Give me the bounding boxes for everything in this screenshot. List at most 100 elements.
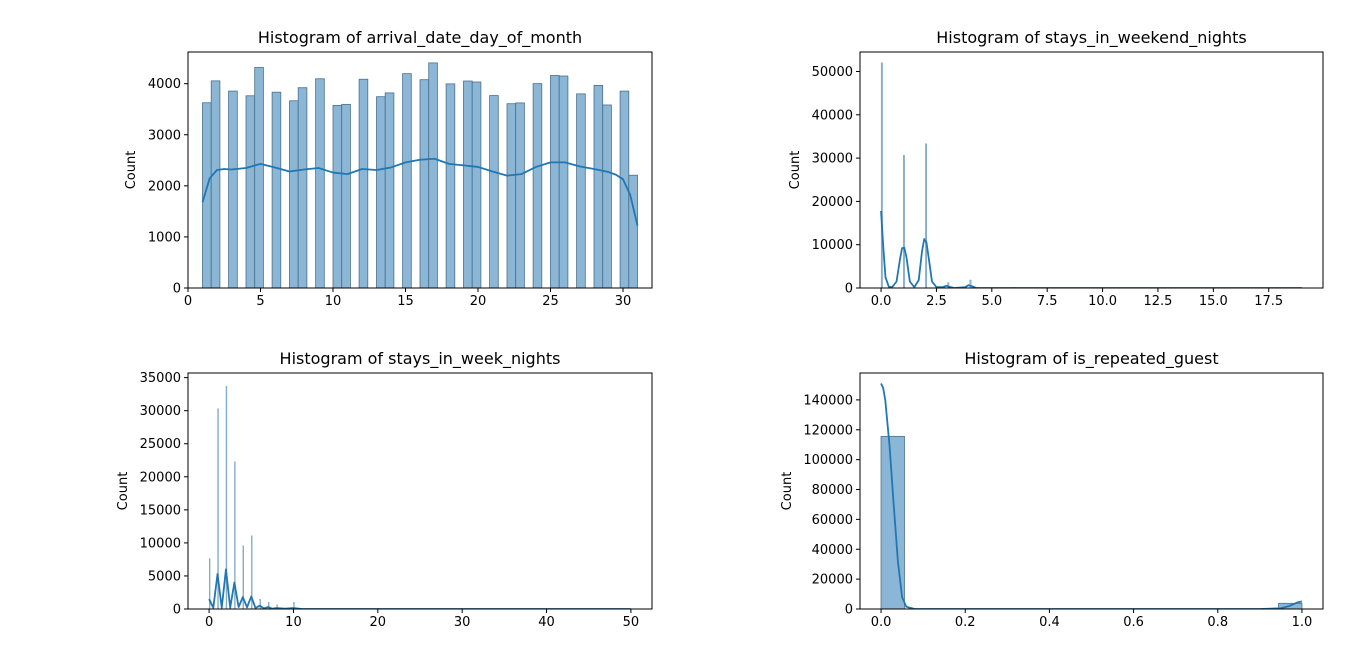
y-tick-label: 35000 xyxy=(140,371,181,386)
x-tick-label: 15 xyxy=(397,294,414,309)
histogram-bar xyxy=(445,83,456,288)
chart-panel-2: 0.0 2.5 5.0 7.5 10.0 12.5 15.0 17.5 0 10000 20000 3… xyxy=(788,28,1324,309)
y-tick-label: 20000 xyxy=(140,470,181,485)
x-tick-label: 20 xyxy=(370,615,387,630)
histogram-bar xyxy=(419,79,430,288)
histogram-bars xyxy=(208,386,295,609)
histogram-bars xyxy=(880,62,1016,288)
y-tick-label: 2000 xyxy=(148,179,181,194)
x-tick-label: 5.0 xyxy=(981,294,1002,309)
x-tick-label: 10.0 xyxy=(1088,294,1117,309)
chart-panel-1: 0 5 10 15 20 25 30 0 1000 2000 3000 4000 Histogram o… xyxy=(124,28,653,309)
y-tick-label: 40000 xyxy=(812,108,853,123)
axes-frame xyxy=(187,372,653,610)
chart-title: Histogram of stays_in_weekend_nights xyxy=(936,28,1247,48)
histogram-bar xyxy=(315,78,325,288)
histogram-bar xyxy=(628,174,638,288)
x-tick-label: 5 xyxy=(256,294,264,309)
x-tick-label: 0.4 xyxy=(1039,615,1060,630)
x-tick-label: 40 xyxy=(538,615,555,630)
x-tick-label: 17.5 xyxy=(1254,294,1283,309)
y-tick-label: 30000 xyxy=(140,404,181,419)
histogram-bar xyxy=(506,103,517,288)
histogram-bar xyxy=(217,408,219,609)
x-tick-label: 0 xyxy=(205,615,213,630)
histogram-bar xyxy=(550,75,560,288)
x-tick-label: 30 xyxy=(454,615,471,630)
x-tick-label: 25 xyxy=(542,294,559,309)
y-tick-label: 120000 xyxy=(803,423,853,438)
x-tick-label: 30 xyxy=(615,294,632,309)
x-tick-label: 2.5 xyxy=(926,294,947,309)
x-tick-label: 50 xyxy=(623,615,640,630)
y-tick-label: 15000 xyxy=(140,503,181,518)
histogram-bar xyxy=(225,386,228,609)
histogram-bar xyxy=(254,67,264,288)
x-tick-label: 0.6 xyxy=(1123,615,1144,630)
histogram-bar xyxy=(384,92,395,288)
x-tick-label: 1.0 xyxy=(1292,615,1313,630)
x-tick-label: 0.0 xyxy=(871,294,892,309)
y-tick-label: 5000 xyxy=(148,569,181,584)
x-tick-label: 0.8 xyxy=(1207,615,1228,630)
y-tick-label: 3000 xyxy=(148,128,181,143)
histogram-bar xyxy=(402,73,412,288)
y-tick-label: 30000 xyxy=(812,152,853,167)
y-axis-label: Count xyxy=(788,151,803,190)
x-tick-label: 0.0 xyxy=(871,615,892,630)
axes-frame xyxy=(859,51,1324,289)
histogram-bar xyxy=(602,104,612,288)
kde-line xyxy=(880,383,1303,609)
chart-title: Histogram of stays_in_week_nights xyxy=(280,349,561,369)
y-tick-label: 0 xyxy=(173,282,181,297)
histogram-bar xyxy=(376,96,386,288)
chart-panel-3: 0 10 20 30 40 50 0 5000 10000 15000 20000 25000 3000… xyxy=(116,349,653,630)
histogram-bar xyxy=(969,279,972,288)
y-tick-label: 0 xyxy=(845,603,853,618)
axes-frame xyxy=(187,51,653,289)
histogram-bar xyxy=(297,87,308,288)
kde-line xyxy=(201,157,639,226)
histogram-bar xyxy=(471,81,482,288)
axes-frame xyxy=(859,372,1324,610)
histogram-bar xyxy=(259,598,261,609)
y-axis-label: Count xyxy=(780,472,795,511)
histogram-bar xyxy=(515,102,525,288)
histogram-bar xyxy=(289,100,299,288)
y-tick-label: 100000 xyxy=(803,453,853,468)
x-tick-label: 10 xyxy=(285,615,302,630)
histogram-bar xyxy=(358,78,369,288)
y-tick-label: 10000 xyxy=(812,238,853,253)
chart-panel-4: 0.0 0.2 0.4 0.6 0.8 1.0 0 20000 40000 60000 80000 1… xyxy=(780,349,1324,630)
y-axis-label: Count xyxy=(116,472,131,511)
x-tick-label: 0 xyxy=(184,294,192,309)
y-tick-label: 20000 xyxy=(812,573,853,588)
histogram-bar xyxy=(341,103,351,288)
y-tick-label: 1000 xyxy=(148,230,181,245)
histogram-bar xyxy=(489,95,499,288)
histogram-bar xyxy=(428,62,438,288)
x-tick-label: 0.2 xyxy=(955,615,976,630)
y-tick-label: 0 xyxy=(173,603,181,618)
y-tick-label: 40000 xyxy=(812,543,853,558)
y-tick-label: 25000 xyxy=(140,437,181,452)
x-tick-label: 7.5 xyxy=(1037,294,1058,309)
x-tick-label: 15.0 xyxy=(1199,294,1228,309)
y-tick-label: 80000 xyxy=(812,483,853,498)
histogram-bar xyxy=(234,461,236,609)
x-tick-label: 20 xyxy=(470,294,487,309)
histogram-bar xyxy=(532,83,543,288)
y-axis-label: Count xyxy=(124,151,139,190)
histogram-bar xyxy=(903,155,905,288)
y-tick-label: 60000 xyxy=(812,513,853,528)
y-tick-label: 20000 xyxy=(812,195,853,210)
y-tick-label: 140000 xyxy=(803,393,853,408)
histogram-bar xyxy=(925,143,928,288)
histogram-bars xyxy=(202,62,638,288)
histogram-bar xyxy=(242,545,244,609)
y-tick-label: 4000 xyxy=(148,77,181,92)
kde-line xyxy=(208,568,631,609)
histogram-bar xyxy=(271,91,282,288)
y-tick-label: 10000 xyxy=(140,536,181,551)
